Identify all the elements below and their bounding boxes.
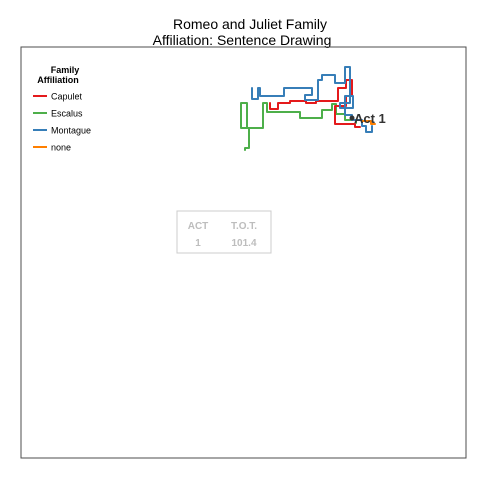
info-table-value-tot: 101.4	[231, 238, 256, 249]
info-table-value-act: 1	[195, 238, 201, 249]
info-table-header-tot: T.O.T.	[231, 221, 257, 232]
info-table-box	[177, 211, 271, 253]
act-annotation-label: Act 1	[354, 111, 386, 126]
series-layer	[241, 67, 375, 150]
legend-label-capulet: Capulet	[51, 92, 83, 102]
chart-title-line-2: Affiliation: Sentence Drawing	[153, 32, 332, 48]
info-table: ACT T.O.T. 1 101.4	[177, 211, 271, 253]
legend-title-line-1: Family	[51, 65, 80, 75]
legend-label-none: none	[51, 143, 71, 153]
legend-title-line-2: Affiliation	[37, 75, 79, 85]
info-table-header-act: ACT	[188, 221, 209, 232]
legend: Family Affiliation Capulet Escalus Montagu…	[33, 65, 91, 153]
legend-label-montague: Montague	[51, 126, 91, 136]
chart-title-line-1: Romeo and Juliet Family	[173, 16, 327, 32]
legend-label-escalus: Escalus	[51, 109, 83, 119]
series-line-escalus	[241, 103, 356, 150]
